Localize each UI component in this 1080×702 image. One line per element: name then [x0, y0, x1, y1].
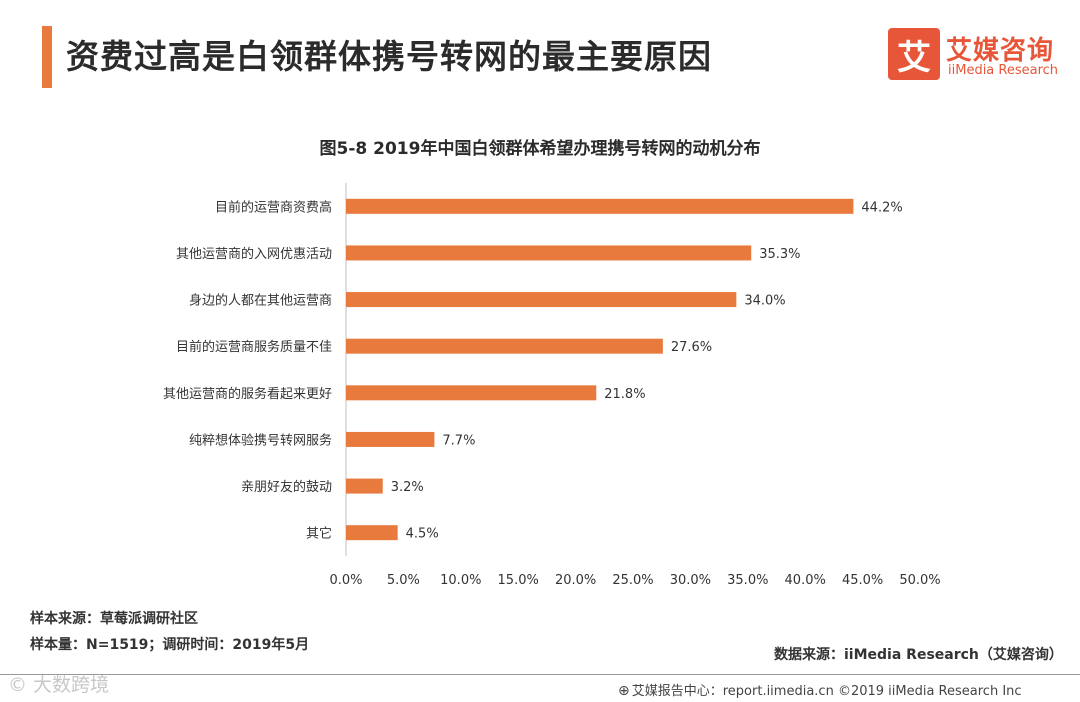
category-label: 目前的运营商服务质量不佳 [176, 339, 332, 355]
page-title: 资费过高是白领群体携号转网的最主要原因 [66, 37, 712, 76]
x-tick-label: 0.0% [329, 573, 362, 588]
footer-divider [0, 674, 1080, 675]
x-tick-label: 25.0% [612, 573, 653, 588]
footer-credit: ⊕ 艾媒报告中心：report.iimedia.cn ©2019 iiMedia … [618, 680, 1022, 699]
bar [346, 198, 854, 214]
x-tick-label: 40.0% [785, 573, 826, 588]
category-label: 身边的人都在其他运营商 [189, 293, 332, 309]
chart-title: 图5-8 2019年中国白领群体希望办理携号转网的动机分布 [319, 139, 761, 159]
x-tick-label: 45.0% [842, 573, 883, 588]
data-label: 44.2% [861, 200, 902, 215]
sample-size-note: 样本量：N=1519；调研时间：2019年5月 [30, 637, 310, 653]
x-tick-label: 50.0% [899, 573, 940, 588]
bar [346, 338, 663, 354]
category-label: 其它 [306, 526, 332, 542]
brand-logo: 艾 艾媒咨询 iiMedia Research [888, 28, 1068, 82]
bar [346, 478, 383, 494]
x-tick-label: 20.0% [555, 573, 596, 588]
data-source-note: 数据来源：iiMedia Research（艾媒咨询） [774, 647, 1063, 663]
bar [346, 245, 752, 261]
sample-source-note: 样本来源：草莓派调研社区 [30, 611, 198, 627]
bar [346, 292, 737, 308]
data-label: 4.5% [406, 527, 439, 542]
brand-name-en: iiMedia Research [948, 63, 1059, 78]
x-tick-label: 35.0% [727, 573, 768, 588]
category-label: 其他运营商的服务看起来更好 [163, 386, 332, 402]
category-label: 其他运营商的入网优惠活动 [176, 246, 332, 262]
category-label: 亲朋好友的鼓动 [241, 479, 332, 495]
globe-icon: ⊕ [618, 683, 630, 699]
data-label: 21.8% [604, 387, 645, 402]
title-accent-bar [42, 26, 52, 88]
data-label: 27.6% [671, 340, 712, 355]
category-label: 目前的运营商资费高 [215, 199, 332, 215]
watermark: © 大数跨境 [8, 674, 110, 696]
data-label: 7.7% [442, 433, 475, 448]
x-tick-label: 30.0% [670, 573, 711, 588]
data-label: 34.0% [744, 294, 785, 309]
bar [346, 525, 398, 541]
brand-mark: 艾 [888, 28, 940, 80]
x-tick-label: 5.0% [387, 573, 420, 588]
category-label: 纯粹想体验携号转网服务 [189, 432, 332, 448]
footer-credit-text: 艾媒报告中心：report.iimedia.cn ©2019 iiMedia R… [631, 684, 1022, 699]
bar [346, 431, 435, 447]
data-label: 3.2% [391, 480, 424, 495]
bar [346, 385, 597, 401]
x-tick-label: 10.0% [440, 573, 481, 588]
data-label: 35.3% [759, 247, 800, 262]
brand-name-cn: 艾媒咨询 [946, 36, 1055, 66]
x-tick-label: 15.0% [498, 573, 539, 588]
